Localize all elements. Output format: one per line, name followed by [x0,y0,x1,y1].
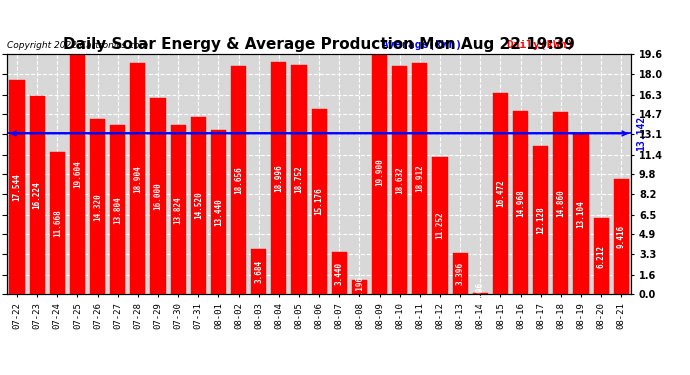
Text: 19.900: 19.900 [375,159,384,186]
Text: Copyright 2022 Cartronics.com: Copyright 2022 Cartronics.com [7,40,148,50]
Text: 14.520: 14.520 [194,192,203,219]
Bar [553,112,569,294]
Text: Daily(kWh): Daily(kWh) [506,39,574,50]
Bar [613,179,629,294]
Text: 18.912: 18.912 [415,165,424,192]
Bar [251,249,266,294]
Text: 13.142: 13.142 [636,116,647,151]
Bar [433,157,448,294]
Text: 14.320: 14.320 [93,193,102,220]
Bar [372,51,387,294]
Bar [10,80,25,294]
Bar [50,152,65,294]
Bar [593,218,609,294]
Bar [70,54,85,294]
Text: 3.396: 3.396 [455,262,464,285]
Text: 11.668: 11.668 [52,209,62,237]
Text: 16.000: 16.000 [153,183,162,210]
Text: 13.104: 13.104 [576,200,586,228]
Text: 18.904: 18.904 [133,165,142,192]
Bar [190,117,206,294]
Text: 9.416: 9.416 [617,225,626,248]
Bar [413,63,427,294]
Text: 14.968: 14.968 [516,189,525,217]
Text: 18.752: 18.752 [295,166,304,194]
Bar [573,134,589,294]
Text: 3.440: 3.440 [335,262,344,285]
Bar [493,93,508,294]
Text: 19.604: 19.604 [73,160,82,188]
Bar [150,99,166,294]
Text: 3.684: 3.684 [254,260,263,284]
Text: 13.824: 13.824 [174,196,183,223]
Bar [453,253,468,294]
Text: 12.128: 12.128 [536,206,545,234]
Bar [312,108,326,294]
Bar [90,119,105,294]
Bar [110,125,126,294]
Bar [392,66,407,294]
Text: 13.440: 13.440 [214,198,223,226]
Bar [332,252,347,294]
Bar [30,96,45,294]
Text: 14.860: 14.860 [556,189,565,217]
Text: 18.996: 18.996 [275,164,284,192]
Title: Daily Solar Energy & Average Production Mon Aug 22 19:39: Daily Solar Energy & Average Production … [63,37,575,52]
Bar [352,280,367,294]
Bar [231,66,246,294]
Text: 18.656: 18.656 [234,166,243,194]
Text: 16.224: 16.224 [32,181,41,209]
Text: 6.212: 6.212 [597,245,606,268]
Bar [130,63,146,294]
Text: 13.804: 13.804 [113,196,122,224]
Bar [271,62,286,294]
Text: Average(kWh): Average(kWh) [382,40,462,50]
Bar [513,111,528,294]
Text: 0.096: 0.096 [476,282,485,305]
Text: 16.472: 16.472 [496,180,505,207]
Text: 1.196: 1.196 [355,276,364,298]
Text: 17.544: 17.544 [12,173,21,201]
Bar [211,130,226,294]
Bar [473,293,488,294]
Text: 15.176: 15.176 [315,188,324,215]
Bar [533,146,549,294]
Text: 18.632: 18.632 [395,166,404,194]
Bar [170,125,186,294]
Text: 11.252: 11.252 [435,211,444,239]
Bar [291,65,306,294]
